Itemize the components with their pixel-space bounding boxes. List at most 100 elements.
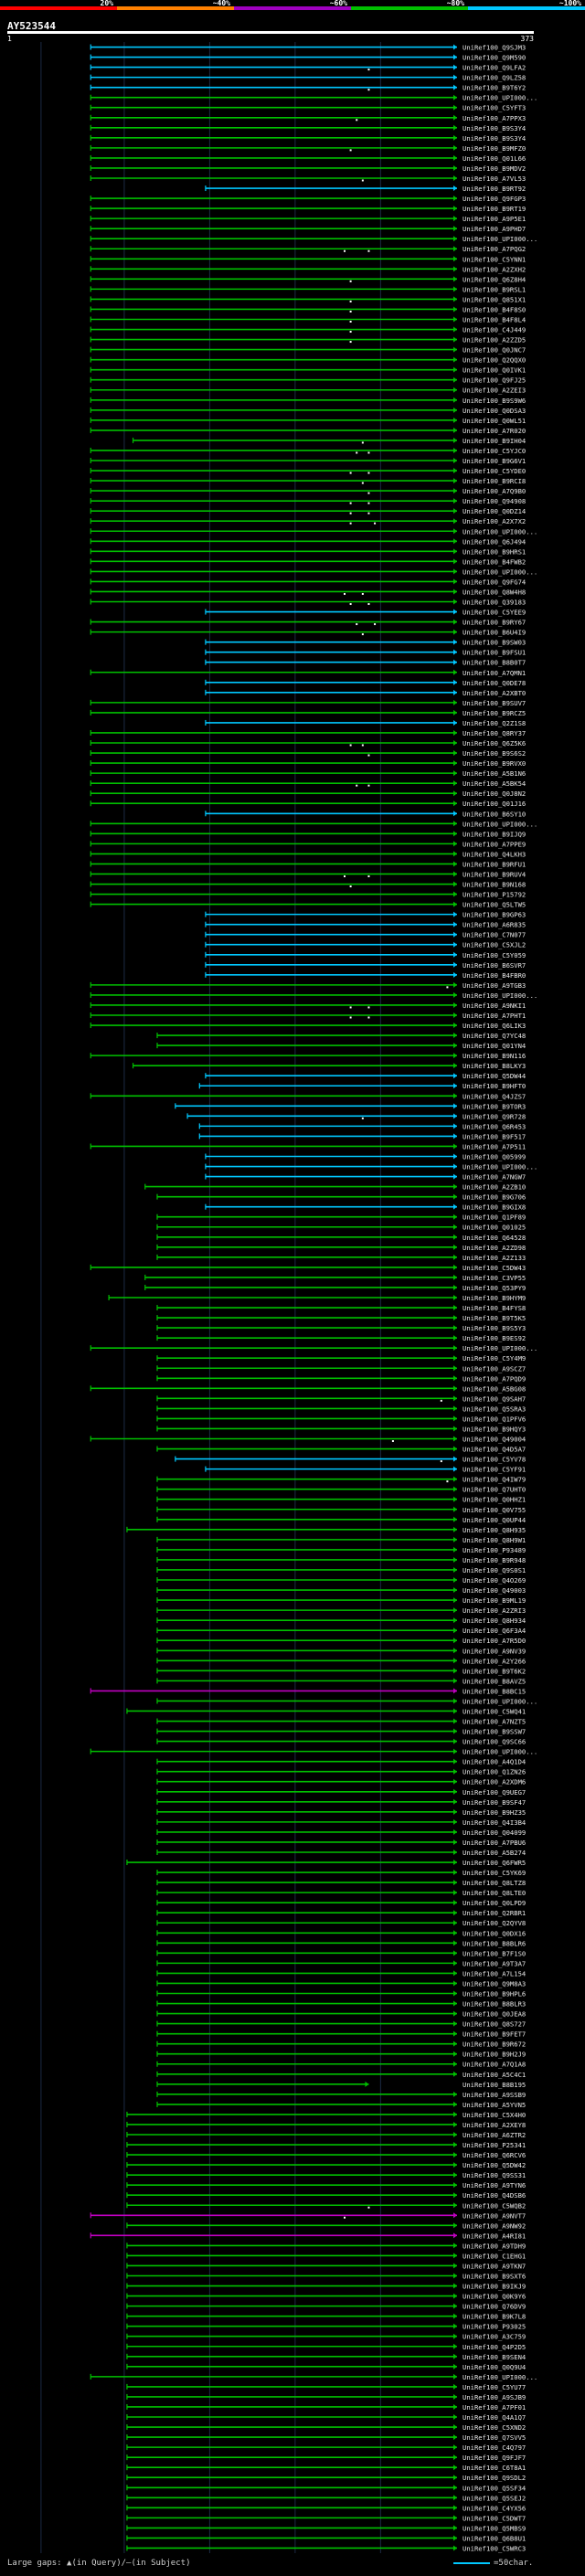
hit-row[interactable]: UniRef100_C5YK69 <box>156 1869 526 1877</box>
hit-label[interactable]: UniRef100_B6SVR7 <box>463 961 526 970</box>
hit-row[interactable]: UniRef100_A7VL53 <box>90 175 526 183</box>
hit-label[interactable]: UniRef100_Q53PY9 <box>463 1284 526 1292</box>
hit-row[interactable]: UniRef100_A7Q1A8 <box>156 2061 526 2069</box>
hit-row[interactable]: UniRef100_B9T6Y2 <box>90 84 526 92</box>
hit-label[interactable]: UniRef100_Q39183 <box>463 599 526 607</box>
hit-label[interactable]: UniRef100_UPI000... <box>463 94 537 102</box>
hit-label[interactable]: UniRef100_Q1PF89 <box>463 1214 526 1222</box>
hit-row[interactable]: UniRef100_Q8RY37 <box>90 729 526 737</box>
hit-row[interactable]: UniRef100_C5YU77 <box>126 2383 526 2391</box>
hit-label[interactable]: UniRef100_C5WQB2 <box>463 2201 526 2210</box>
hit-label[interactable]: UniRef100_B9IKJ9 <box>463 2283 526 2291</box>
hit-row[interactable]: UniRef100_B9IH04 <box>132 437 526 445</box>
hit-label[interactable]: UniRef100_B9IH04 <box>463 437 526 445</box>
hit-label[interactable]: UniRef100_Q8H934 <box>463 1617 526 1625</box>
hit-row[interactable]: UniRef100_A6ZTR2 <box>126 2131 526 2139</box>
hit-row[interactable]: UniRef100_B8BC15 <box>90 1687 526 1695</box>
hit-label[interactable]: UniRef100_Q0K9Y6 <box>463 2293 526 2301</box>
hit-label[interactable]: UniRef100_B8BLR3 <box>463 2000 526 2009</box>
hit-label[interactable]: UniRef100_B7F1S0 <box>463 1949 526 1957</box>
hit-label[interactable]: UniRef100_Q8H935 <box>463 1526 526 1534</box>
hit-row[interactable]: UniRef100_A6R835 <box>205 921 526 929</box>
hit-row[interactable]: UniRef100_Q851X1 <box>90 295 526 303</box>
hit-row[interactable]: UniRef100_C5YEE9 <box>205 609 526 617</box>
hit-row[interactable]: UniRef100_Q53PY9 <box>144 1284 526 1292</box>
hit-row[interactable]: UniRef100_A2ZXH2 <box>90 265 526 273</box>
hit-label[interactable]: UniRef100_Q9SJM3 <box>463 44 526 52</box>
hit-label[interactable]: UniRef100_A7R020 <box>463 427 526 435</box>
hit-row[interactable]: UniRef100_Q49003 <box>156 1586 526 1595</box>
hit-row[interactable]: UniRef100_A4Q1D4 <box>156 1758 526 1766</box>
hit-row[interactable]: UniRef100_C5Y059 <box>205 951 526 959</box>
hit-label[interactable]: UniRef100_B9G706 <box>463 1193 526 1202</box>
hit-label[interactable]: UniRef100_C5YDE0 <box>463 467 526 475</box>
hit-row[interactable]: UniRef100_Q49004 <box>90 1436 526 1444</box>
hit-row[interactable]: UniRef100_Q4DSB6 <box>126 2191 526 2200</box>
hit-label[interactable]: UniRef100_P15792 <box>463 891 526 899</box>
hit-label[interactable]: UniRef100_Q5LTW5 <box>463 901 526 909</box>
hit-label[interactable]: UniRef100_A2ZD98 <box>463 1244 526 1252</box>
hit-row[interactable]: UniRef100_Q6Z8H4 <box>90 275 526 283</box>
hit-label[interactable]: UniRef100_B9FET7 <box>463 2030 526 2039</box>
hit-label[interactable]: UniRef100_A4RI81 <box>463 2231 526 2240</box>
hit-label[interactable]: UniRef100_Q6FWR5 <box>463 1859 526 1867</box>
hit-row[interactable]: UniRef100_Q4I3B4 <box>156 1818 526 1827</box>
hit-row[interactable]: UniRef100_Q5DW44 <box>205 1072 526 1080</box>
hit-row[interactable]: UniRef100_P93489 <box>156 1546 526 1554</box>
hit-label[interactable]: UniRef100_A7P511 <box>463 1142 526 1150</box>
hit-row[interactable]: UniRef100_C5YF91 <box>205 1466 526 1474</box>
hit-label[interactable]: UniRef100_Q6J494 <box>463 537 526 546</box>
hit-row[interactable]: UniRef100_UPI000... <box>90 94 537 102</box>
hit-label[interactable]: UniRef100_B9GIX8 <box>463 1203 526 1212</box>
hit-row[interactable]: UniRef100_B8AVZ5 <box>156 1677 526 1685</box>
hit-row[interactable]: UniRef100_B9HZ35 <box>156 1808 526 1817</box>
hit-label[interactable]: UniRef100_Q2RBR1 <box>463 1909 526 1917</box>
hit-row[interactable]: UniRef100_C5WQ41 <box>126 1707 526 1715</box>
hit-row[interactable]: UniRef100_C5YJC0 <box>90 447 526 455</box>
hit-row[interactable]: UniRef100_B9ML19 <box>156 1596 526 1605</box>
hit-label[interactable]: UniRef100_B4FYS8 <box>463 1304 526 1312</box>
hit-label[interactable]: UniRef100_Q7SVV5 <box>463 2433 526 2442</box>
hit-label[interactable]: UniRef100_UPI000... <box>463 1163 537 1171</box>
hit-row[interactable]: UniRef100_B4FBR0 <box>205 971 526 980</box>
hit-label[interactable]: UniRef100_C5YNN1 <box>463 255 526 263</box>
hit-row[interactable]: UniRef100_Q9S0S1 <box>156 1566 526 1574</box>
hit-label[interactable]: UniRef100_Q9FJ25 <box>463 376 526 385</box>
hit-label[interactable]: UniRef100_C5YEE9 <box>463 609 526 617</box>
hit-label[interactable]: UniRef100_A7PQD9 <box>463 1374 526 1383</box>
hit-row[interactable]: UniRef100_A9NKI1 <box>90 1002 526 1010</box>
hit-label[interactable]: UniRef100_A7PPE9 <box>463 840 526 848</box>
hit-row[interactable]: UniRef100_B9T6K2 <box>156 1667 526 1675</box>
hit-label[interactable]: UniRef100_B9MDV2 <box>463 164 526 173</box>
hit-label[interactable]: UniRef100_Q4I3B4 <box>463 1818 526 1827</box>
hit-row[interactable]: UniRef100_UPI000... <box>90 991 537 1000</box>
hit-label[interactable]: UniRef100_Q04099 <box>463 1829 526 1837</box>
hit-row[interactable]: UniRef100_Q5MBS9 <box>126 2524 526 2532</box>
hit-label[interactable]: UniRef100_A7L154 <box>463 1969 526 1977</box>
hit-row[interactable]: UniRef100_B9RT92 <box>205 185 526 193</box>
hit-label[interactable]: UniRef100_A9SJB9 <box>463 2393 526 2401</box>
hit-row[interactable]: UniRef100_Q8LTE0 <box>156 1889 526 1897</box>
hit-row[interactable]: UniRef100_Q1PF89 <box>156 1214 526 1222</box>
hit-row[interactable]: UniRef100_B9G6V1 <box>90 457 526 465</box>
hit-row[interactable]: UniRef100_A5C4C1 <box>156 2071 526 2079</box>
hit-row[interactable]: UniRef100_Q9FGP3 <box>90 195 526 203</box>
hit-row[interactable]: UniRef100_Q2QYV8 <box>156 1919 526 1927</box>
hit-row[interactable]: UniRef100_A5B1N6 <box>90 769 526 778</box>
hit-row[interactable]: UniRef100_B4FYS8 <box>156 1304 526 1312</box>
hit-row[interactable]: UniRef100_Q94908 <box>90 497 526 505</box>
hit-label[interactable]: UniRef100_B9RCI8 <box>463 477 526 485</box>
hit-label[interactable]: UniRef100_C5YJC0 <box>463 447 526 455</box>
hit-row[interactable]: UniRef100_B7F1S0 <box>156 1949 526 1957</box>
hit-label[interactable]: UniRef100_A5YVN5 <box>463 2101 526 2109</box>
hit-row[interactable]: UniRef100_Q4D5A7 <box>156 1446 526 1454</box>
hit-label[interactable]: UniRef100_Q9FGP3 <box>463 195 526 203</box>
hit-label[interactable]: UniRef100_B9T6Y2 <box>463 84 526 92</box>
hit-label[interactable]: UniRef100_B9ES92 <box>463 1334 526 1342</box>
hit-label[interactable]: UniRef100_Q0DE78 <box>463 679 526 687</box>
hit-row[interactable]: UniRef100_A7L154 <box>156 1969 526 1977</box>
hit-row[interactable]: UniRef100_B9IJQ9 <box>90 830 526 838</box>
hit-row[interactable]: UniRef100_Q0IVK1 <box>90 366 526 375</box>
hit-row[interactable]: UniRef100_Q9SJM3 <box>90 44 526 52</box>
hit-label[interactable]: UniRef100_C5YV78 <box>463 1456 526 1464</box>
